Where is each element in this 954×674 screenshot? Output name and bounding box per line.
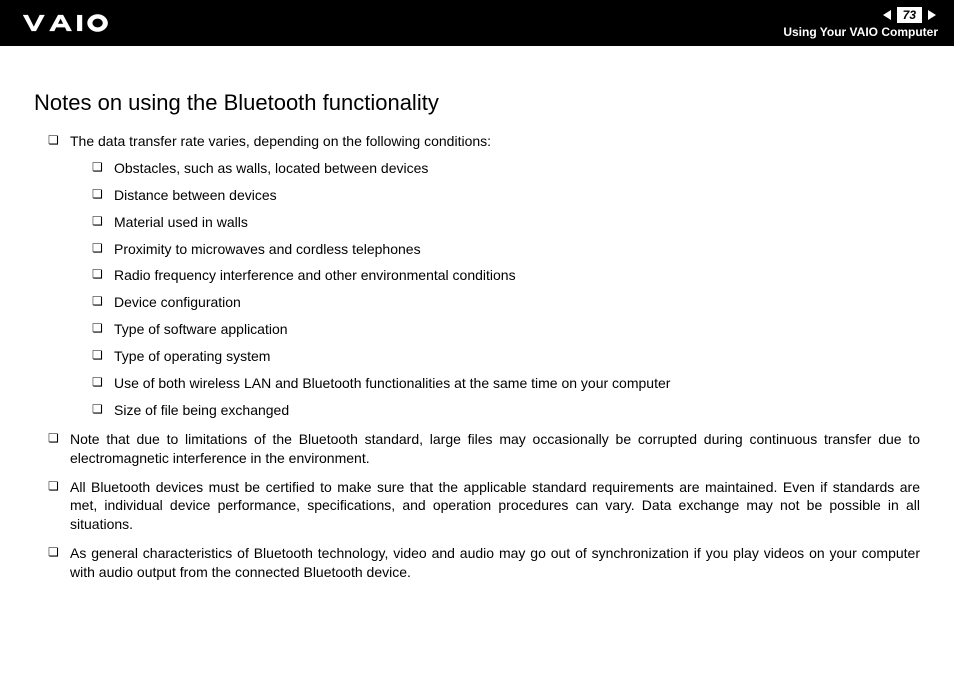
list-item: Use of both wireless LAN and Bluetooth f… bbox=[92, 374, 920, 393]
list-item: Device configuration bbox=[92, 293, 920, 312]
list-item: All Bluetooth devices must be certified … bbox=[48, 478, 920, 535]
list-item: Proximity to microwaves and cordless tel… bbox=[92, 240, 920, 259]
page-number: 73 bbox=[897, 7, 922, 23]
vaio-logo bbox=[20, 12, 140, 34]
sub-bullet-list: Obstacles, such as walls, located betwee… bbox=[70, 159, 920, 420]
list-item: As general characteristics of Bluetooth … bbox=[48, 544, 920, 582]
list-item-text: The data transfer rate varies, depending… bbox=[70, 133, 491, 149]
header-bar: 73 Using Your VAIO Computer bbox=[0, 0, 954, 46]
bullet-list: The data transfer rate varies, depending… bbox=[34, 132, 920, 582]
list-item: Type of operating system bbox=[92, 347, 920, 366]
header-right: 73 Using Your VAIO Computer bbox=[783, 7, 938, 39]
list-item: Material used in walls bbox=[92, 213, 920, 232]
list-item: The data transfer rate varies, depending… bbox=[48, 132, 920, 420]
page-title: Notes on using the Bluetooth functionali… bbox=[34, 90, 920, 116]
list-item: Size of file being exchanged bbox=[92, 401, 920, 420]
page-nav: 73 bbox=[881, 7, 938, 23]
list-item: Distance between devices bbox=[92, 186, 920, 205]
prev-page-arrow-icon[interactable] bbox=[881, 9, 893, 21]
page-content: Notes on using the Bluetooth functionali… bbox=[0, 46, 954, 582]
list-item: Radio frequency interference and other e… bbox=[92, 266, 920, 285]
next-page-arrow-icon[interactable] bbox=[926, 9, 938, 21]
list-item: Obstacles, such as walls, located betwee… bbox=[92, 159, 920, 178]
list-item: Note that due to limitations of the Blue… bbox=[48, 430, 920, 468]
list-item: Type of software application bbox=[92, 320, 920, 339]
section-label: Using Your VAIO Computer bbox=[783, 25, 938, 39]
